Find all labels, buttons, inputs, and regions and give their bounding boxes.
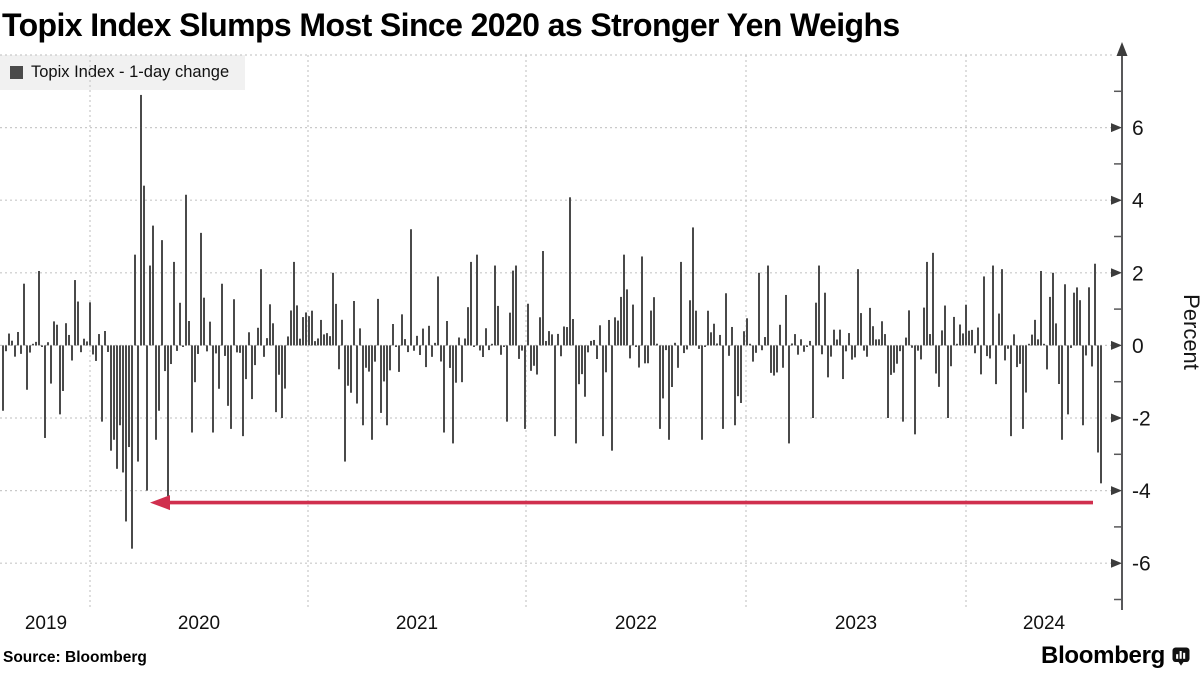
y-tick-label: 6	[1132, 117, 1144, 140]
gridlines	[0, 54, 1114, 610]
x-axis: 2019 2020 2021 2022 2023 2024	[0, 613, 1200, 639]
plot-area: 6 4 2 0 -2 -4 -6 Percent	[0, 42, 1200, 610]
x-axis-label-2021: 2021	[395, 613, 439, 634]
y-tick-label: 4	[1132, 190, 1144, 213]
source-note: Source: Bloomberg	[3, 649, 147, 666]
x-axis-label-2019: 2019	[24, 613, 68, 634]
bloomberg-logo-text: Bloomberg	[1041, 642, 1165, 669]
x-axis-label-2024: 2024	[1022, 613, 1066, 634]
y-axis-title: Percent	[1179, 294, 1200, 370]
chart-title: Topix Index Slumps Most Since 2020 as St…	[2, 7, 900, 43]
bars-series	[2, 94, 1102, 549]
x-axis-label-2022: 2022	[614, 613, 658, 634]
y-tick-label: 0	[1132, 335, 1144, 358]
y-tick-label: -4	[1132, 480, 1151, 503]
annotation-arrow	[150, 495, 1093, 511]
legend: Topix Index - 1-day change	[0, 55, 246, 90]
legend-label: Topix Index - 1-day change	[31, 63, 230, 81]
x-axis-label-2023: 2023	[834, 613, 878, 634]
y-tick-label: -2	[1132, 408, 1151, 431]
y-tick-label: 2	[1132, 262, 1144, 285]
x-axis-label-2020: 2020	[177, 613, 221, 634]
y-tick-label: -6	[1132, 553, 1151, 576]
y-axis: 6 4 2 0 -2 -4 -6 Percent	[1111, 42, 1200, 610]
legend-swatch	[10, 66, 23, 79]
bloomberg-chart-icon	[1172, 647, 1190, 666]
bloomberg-logo: Bloomberg	[1041, 642, 1190, 670]
